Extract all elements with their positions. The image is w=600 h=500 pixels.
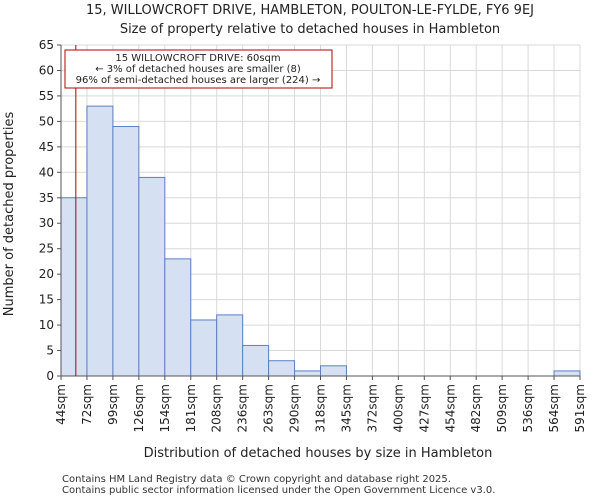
y-tick-label: 60 [39,63,54,77]
x-tick-label: 509sqm [495,384,509,432]
bar-564sqm [553,370,581,377]
y-tick-label: 10 [39,318,54,332]
x-axis-label: Distribution of detached houses by size … [144,446,493,461]
x-tick-label: 318sqm [314,384,328,432]
x-tick-label: 536sqm [521,384,535,432]
y-axis-label: Number of detached properties [2,112,17,317]
x-tick-label: 372sqm [365,384,379,432]
y-tick-label: 35 [39,191,54,205]
annotation-line-2: ← 3% of detached houses are smaller (8) [95,64,301,75]
y-tick-label: 5 [46,344,54,358]
x-tick-label: 208sqm [210,384,224,432]
y-tick-label: 0 [46,369,54,383]
annotation-line-1: 15 WILLOWCROFT DRIVE: 60sqm [115,53,280,64]
bar-181sqm [190,319,218,377]
bar-126sqm [138,176,166,377]
x-tick-label: 126sqm [132,384,146,432]
footer-line-2: Contains public sector information licen… [62,485,496,496]
x-tick-label: 345sqm [339,384,353,432]
bar-290sqm [294,370,321,377]
x-tick-label: 154sqm [158,384,172,432]
x-tick-label: 44sqm [54,384,68,425]
x-tick-label: 181sqm [184,384,198,432]
y-tick-label: 15 [39,293,54,307]
bar-154sqm [164,258,192,377]
x-tick-label: 400sqm [391,384,405,432]
y-tick-label: 25 [39,242,54,256]
bar-263sqm [268,360,296,377]
y-tick-label: 45 [39,140,54,154]
chart-title: 15, WILLOWCROFT DRIVE, HAMBLETON, POULTO… [86,3,534,18]
x-tick-labels: 44sqm 72sqm 99sqm 126sqm 154sqm 181sqm 208sqm 2… [54,376,587,432]
x-tick-label: 99sqm [106,384,120,425]
x-tick-label: 236sqm [236,384,250,432]
chart-subtitle: Size of property relative to detached ho… [120,22,500,37]
bar-208sqm [216,314,244,377]
y-tick-label: 30 [39,216,54,230]
bars [60,105,581,377]
y-tick-label: 65 [39,38,54,52]
y-tick-label: 50 [39,114,54,128]
x-tick-label: 427sqm [417,384,431,432]
bar-44sqm [60,197,88,377]
bar-99sqm [112,125,140,377]
y-tick-label: 20 [39,267,54,281]
x-tick-label: 263sqm [262,384,276,432]
x-tick-label: 72sqm [80,384,94,425]
bar-318sqm [320,365,347,377]
annotation-box: 15 WILLOWCROFT DRIVE: 60sqm ← 3% of deta… [64,49,333,89]
y-tick-label: 40 [39,165,54,179]
x-tick-label: 591sqm [573,384,587,432]
x-tick-label: 290sqm [288,384,302,432]
x-tick-label: 482sqm [469,384,483,432]
x-tick-label: 564sqm [547,384,561,432]
x-tick-label: 454sqm [443,384,457,432]
y-tick-label: 55 [39,89,54,103]
y-tick-labels: 0 5 10 15 20 25 30 35 40 45 50 55 60 65 [39,38,61,383]
footer-line-1: Contains HM Land Registry data © Crown c… [62,474,451,485]
bar-72sqm [86,105,114,377]
bar-236sqm [242,344,270,377]
annotation-line-3: 96% of semi-detached houses are larger (… [76,75,321,86]
